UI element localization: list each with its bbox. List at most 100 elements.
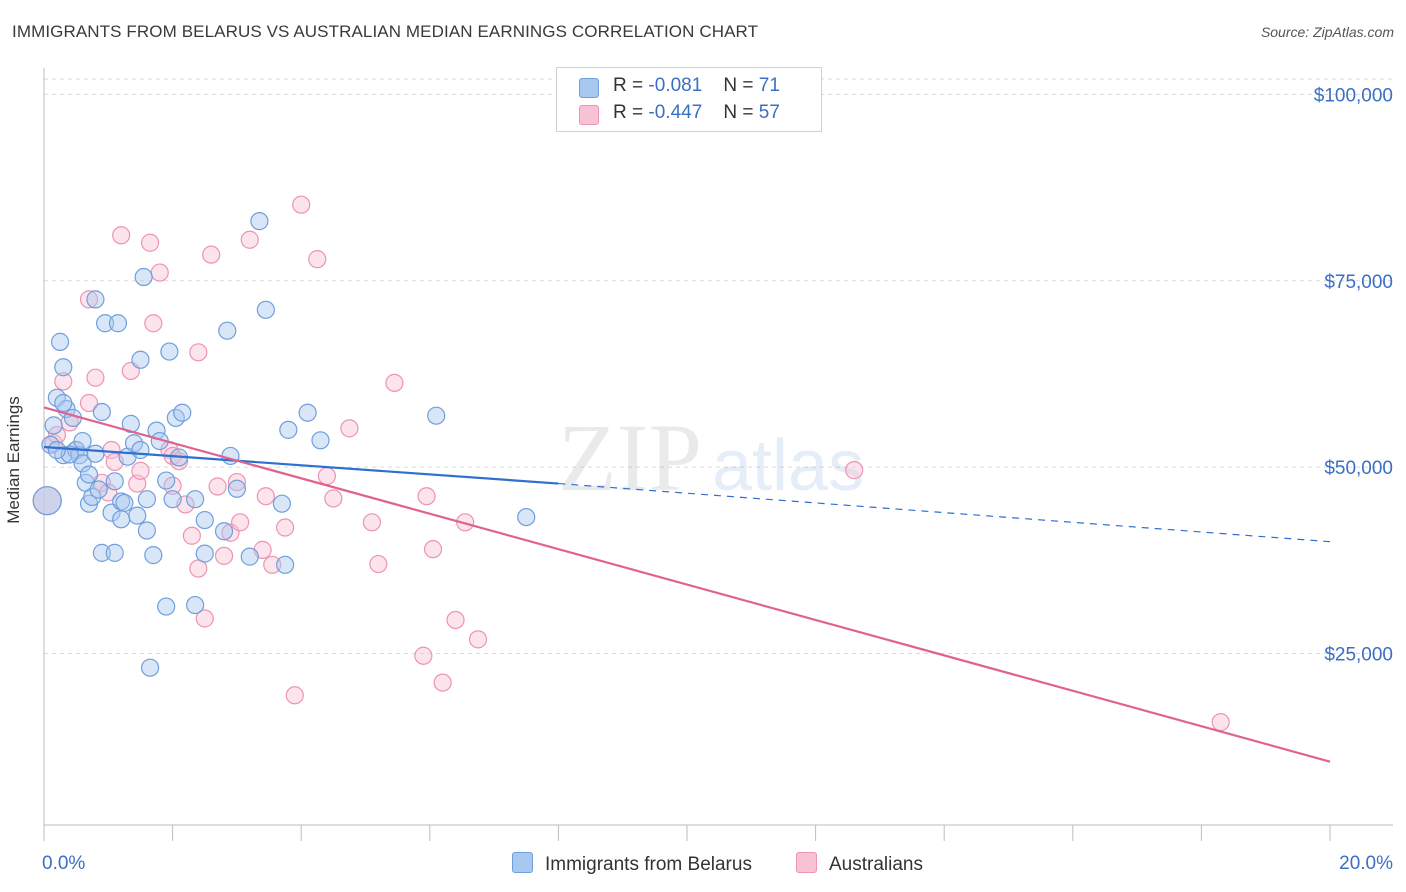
point-australians [845, 461, 864, 480]
point-australians [131, 461, 150, 480]
point-belarus [140, 658, 160, 677]
watermark-atlas: atlas [712, 426, 864, 506]
point-belarus [115, 493, 134, 513]
point-belarus [86, 444, 105, 463]
legend-r-label: R = [613, 102, 644, 123]
australians-points [32, 195, 1230, 732]
watermark: ZIP atlas [558, 404, 864, 511]
point-belarus [256, 300, 275, 319]
point-belarus [73, 454, 92, 473]
bottom-legend-label-australians: Australians [829, 854, 923, 875]
point-belarus [137, 490, 156, 509]
point-australians [433, 673, 452, 692]
point-belarus [32, 486, 62, 516]
bottom-legend-belarus: Immigrants from Belarus [512, 852, 752, 876]
point-belarus [131, 350, 150, 369]
point-belarus [86, 290, 105, 309]
point-australians [47, 425, 66, 445]
point-australians [227, 472, 246, 492]
point-belarus [250, 212, 269, 231]
point-belarus [279, 420, 298, 439]
point-australians [362, 513, 382, 532]
point-belarus [134, 267, 153, 287]
point-belarus [186, 595, 205, 615]
legend-r-label: R = [613, 75, 644, 96]
point-australians [208, 477, 227, 496]
point-belarus [160, 342, 179, 361]
watermark-zip: ZIP [558, 404, 702, 511]
point-belarus [517, 507, 536, 527]
point-belarus [163, 490, 182, 509]
point-belarus [128, 506, 147, 525]
legend-n-label: N = [723, 75, 754, 96]
trend-line-belarus-extension [558, 482, 1331, 543]
point-australians [385, 373, 404, 392]
point-australians [189, 343, 208, 362]
source-label: Source: ZipAtlas.com [1260, 24, 1394, 40]
y-tick-label: $100,000 [1314, 85, 1393, 106]
trend-line-australians [43, 406, 1331, 763]
point-australians [263, 555, 282, 574]
point-australians [468, 630, 488, 649]
point-australians [456, 513, 475, 532]
point-australians [140, 233, 160, 252]
point-belarus [272, 494, 292, 513]
point-australians [276, 518, 295, 537]
axes [43, 68, 1393, 841]
point-australians [202, 245, 221, 264]
bottom-legend-swatch-belarus [512, 852, 533, 873]
point-australians [1211, 713, 1230, 732]
y-tick-label: $25,000 [1324, 645, 1393, 666]
legend-n-value-belarus: 71 [758, 75, 780, 96]
point-australians [79, 393, 99, 413]
gridlines [44, 78, 1393, 655]
point-belarus [214, 522, 234, 541]
stats-legend: R = -0.081 N = 71 R = -0.447 N = 57 [556, 67, 822, 132]
point-belarus [157, 471, 176, 490]
point-australians [195, 609, 214, 628]
point-australians [324, 489, 343, 508]
point-belarus [144, 546, 163, 565]
point-australians [423, 540, 443, 559]
legend-r-value-australians: -0.447 [648, 102, 703, 123]
point-australians [150, 263, 169, 282]
y-tick-label: $50,000 [1324, 458, 1393, 479]
point-belarus [124, 434, 144, 453]
y-tick-label: $75,000 [1324, 272, 1393, 293]
point-belarus [137, 521, 156, 540]
point-belarus [44, 416, 63, 435]
point-australians [369, 554, 388, 574]
point-australians [292, 195, 311, 214]
x-tick-label-max: 20.0% [1339, 853, 1393, 874]
x-tick-label-min: 0.0% [42, 853, 85, 874]
point-belarus [89, 480, 108, 499]
point-australians [308, 250, 327, 269]
bottom-legend-swatch-australians [796, 852, 817, 873]
point-belarus [54, 358, 73, 377]
point-belarus [105, 472, 124, 491]
point-belarus [173, 403, 192, 422]
point-australians [214, 546, 234, 565]
point-belarus [79, 465, 99, 484]
y-axis-label: Median Earnings [4, 396, 23, 524]
legend-swatch-australians [579, 105, 599, 125]
point-australians [54, 372, 73, 391]
point-belarus [50, 332, 70, 351]
point-australians [79, 290, 99, 309]
bottom-legend-australians: Australians [796, 852, 923, 876]
point-australians [182, 526, 201, 545]
point-belarus [83, 487, 102, 507]
legend-r-value-belarus: -0.081 [648, 75, 703, 96]
belarus-points [32, 212, 536, 677]
point-australians [317, 466, 337, 486]
tick-labels: $25,000 $50,000 $75,000 $100,000 0.0% 20.0% [42, 85, 1393, 874]
point-belarus [195, 544, 214, 563]
point-australians [256, 487, 275, 506]
point-australians [112, 226, 131, 245]
point-belarus [157, 597, 176, 616]
point-belarus [195, 510, 214, 530]
point-belarus [95, 314, 115, 333]
point-australians [86, 368, 105, 387]
point-australians [340, 419, 359, 438]
